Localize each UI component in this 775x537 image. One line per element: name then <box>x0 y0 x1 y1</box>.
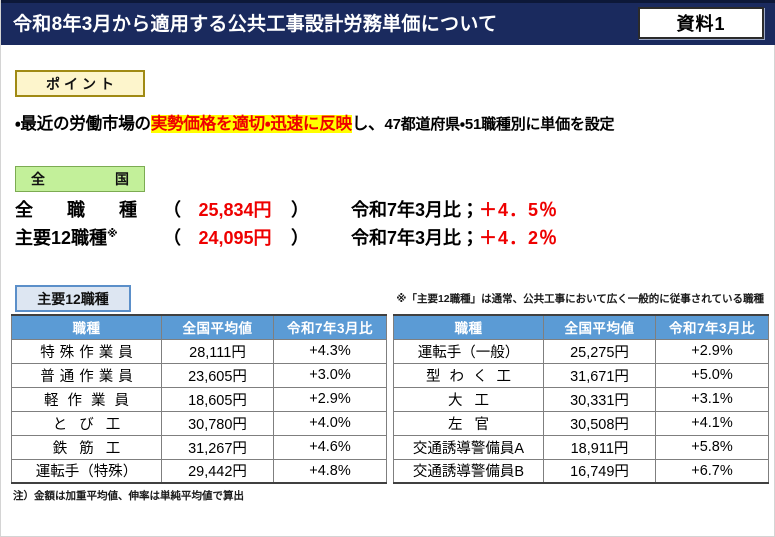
table-row: 大工 30,331円 +3.1% <box>393 386 769 412</box>
cell-job: 大工 <box>393 386 544 412</box>
close-paren: ） <box>291 200 309 220</box>
table-footnote: ※「主要12職種」は通常、公共工事において広く一般的に従事されている職種 <box>396 293 764 305</box>
summary-row-name: 全 職 種 <box>15 200 145 220</box>
cell-job: 普通作業員 <box>11 362 162 388</box>
national-summary: 全 職 種 （ 25,834円 ） 令和7年3月比； ＋4．5％ 主要12職種※… <box>15 196 715 252</box>
table-row: 運転手（特殊） 29,442円 +4.8% <box>11 458 387 484</box>
column-header-average: 全国平均値 <box>161 314 274 340</box>
close-paren: ） <box>291 228 309 248</box>
cell-change: +4.8% <box>273 458 387 484</box>
document-number-badge: 資料1 <box>638 7 764 39</box>
summary-row-name-mark: ※ <box>107 228 118 240</box>
cell-job: 交通誘導警備員A <box>393 434 544 460</box>
point-bullet-line: ・最近の労働市場の実勢価格を適切・迅速に反映し、47都道府県・51職種別に単価を… <box>15 110 767 134</box>
cell-change: +4.1% <box>655 410 769 436</box>
rate-table-right: 職種 全国平均値 令和7年3月比 運転手（一般） 25,275円 +2.9% 型… <box>393 314 769 484</box>
cell-average: 30,780円 <box>161 410 274 436</box>
section-label-main-12-jobs: 主要12職種 <box>15 285 131 312</box>
table-header-row: 職種 全国平均値 令和7年3月比 <box>393 314 769 340</box>
summary-compare-label: 令和7年3月比； <box>351 200 480 220</box>
cell-average: 25,275円 <box>543 338 656 364</box>
cell-change: +4.0% <box>273 410 387 436</box>
column-header-change: 令和7年3月比 <box>655 314 769 340</box>
rate-tables-container: 職種 全国平均値 令和7年3月比 特殊作業員 28,111円 +4.3% 普通作… <box>11 314 769 484</box>
table-row: 軽作業員 18,605円 +2.9% <box>11 386 387 412</box>
summary-row-name-text: 主要12職種 <box>15 228 108 248</box>
table-row: 交通誘導警備員B 16,749円 +6.7% <box>393 458 769 484</box>
open-paren: （ <box>163 200 181 220</box>
rate-table-left: 職種 全国平均値 令和7年3月比 特殊作業員 28,111円 +4.3% 普通作… <box>11 314 387 484</box>
summary-amount: 24,095円 <box>198 228 272 248</box>
cell-average: 16,749円 <box>543 458 656 484</box>
cell-job: 運転手（特殊） <box>11 458 162 484</box>
footer-note: 注）金額は加重平均値、伸率は単純平均値で算出 <box>13 490 244 502</box>
cell-average: 23,605円 <box>161 362 274 388</box>
cell-job: 左官 <box>393 410 544 436</box>
cell-job: 型わく工 <box>393 362 544 388</box>
column-header-job: 職種 <box>393 314 544 340</box>
cell-job: 特殊作業員 <box>11 338 162 364</box>
cell-average: 29,442円 <box>161 458 274 484</box>
table-header-row: 職種 全国平均値 令和7年3月比 <box>11 314 387 340</box>
cell-job: 鉄筋工 <box>11 434 162 460</box>
cell-change: +2.9% <box>655 338 769 364</box>
cell-job: 軽作業員 <box>11 386 162 412</box>
summary-compare-label: 令和7年3月比； <box>351 228 480 248</box>
cell-job: 運転手（一般） <box>393 338 544 364</box>
cell-change: +4.6% <box>273 434 387 460</box>
cell-change: +3.0% <box>273 362 387 388</box>
cell-change: +6.7% <box>655 458 769 484</box>
cell-change: +5.0% <box>655 362 769 388</box>
table-row: とび工 30,780円 +4.0% <box>11 410 387 436</box>
cell-average: 31,267円 <box>161 434 274 460</box>
table-row: 普通作業員 23,605円 +3.0% <box>11 362 387 388</box>
summary-row-all-jobs: 全 職 種 （ 25,834円 ） 令和7年3月比； ＋4．5％ <box>15 196 715 224</box>
bullet-highlight: 実勢価格を適切・迅速に反映 <box>150 115 352 133</box>
cell-average: 30,331円 <box>543 386 656 412</box>
table-row: 型わく工 31,671円 +5.0% <box>393 362 769 388</box>
table-row: 鉄筋工 31,267円 +4.6% <box>11 434 387 460</box>
page-title: 令和8年3月から適用する公共工事設計労務単価について <box>13 14 498 35</box>
bullet-tail: 47都道府県・51職種別に単価を設定 <box>384 116 615 133</box>
bullet-suffix: し、 <box>351 115 385 133</box>
summary-row-main-12-jobs: 主要12職種※ （ 24,095円 ） 令和7年3月比； ＋4．2％ <box>15 224 715 252</box>
column-header-average: 全国平均値 <box>543 314 656 340</box>
bullet-prefix: ・最近の労働市場の <box>15 115 151 133</box>
cell-average: 18,605円 <box>161 386 274 412</box>
cell-job: 交通誘導警備員B <box>393 458 544 484</box>
cell-average: 28,111円 <box>161 338 274 364</box>
cell-change: +2.9% <box>273 386 387 412</box>
cell-change: +4.3% <box>273 338 387 364</box>
summary-amount: 25,834円 <box>198 200 272 220</box>
summary-rate: ＋4．5％ <box>479 200 559 220</box>
table-row: 運転手（一般） 25,275円 +2.9% <box>393 338 769 364</box>
table-row: 左官 30,508円 +4.1% <box>393 410 769 436</box>
table-row: 特殊作業員 28,111円 +4.3% <box>11 338 387 364</box>
cell-average: 18,911円 <box>543 434 656 460</box>
cell-change: +3.1% <box>655 386 769 412</box>
summary-rate: ＋4．2％ <box>479 228 559 248</box>
section-label-national: 全 国 <box>15 166 145 192</box>
table-row: 交通誘導警備員A 18,911円 +5.8% <box>393 434 769 460</box>
header-bar: 令和8年3月から適用する公共工事設計労務単価について 資料1 <box>1 0 775 45</box>
cell-average: 30,508円 <box>543 410 656 436</box>
cell-job: とび工 <box>11 410 162 436</box>
column-header-change: 令和7年3月比 <box>273 314 387 340</box>
open-paren: （ <box>163 228 181 248</box>
summary-row-name: 主要12職種※ <box>15 224 163 250</box>
cell-average: 31,671円 <box>543 362 656 388</box>
cell-change: +5.8% <box>655 434 769 460</box>
section-label-point: ポイント <box>15 70 145 97</box>
column-header-job: 職種 <box>11 314 162 340</box>
